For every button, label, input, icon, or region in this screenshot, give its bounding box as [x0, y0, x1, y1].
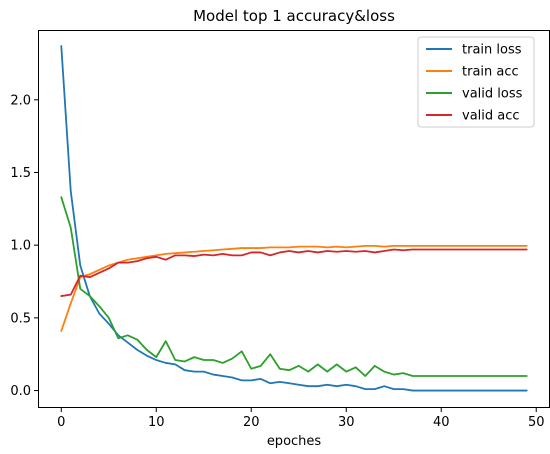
series-line-valid-acc — [60, 248, 528, 297]
x-axis-label: epoches — [267, 434, 322, 449]
legend-label-train-loss: train loss — [462, 43, 522, 58]
x-tick-label: 20 — [243, 415, 260, 430]
legend-label-valid-loss: valid loss — [462, 87, 523, 102]
legend-label-train-acc: train acc — [462, 65, 519, 80]
x-tick-label: 0 — [57, 415, 65, 430]
y-tick-label: 2.0 — [10, 93, 31, 108]
x-tick-label: 30 — [338, 415, 355, 430]
legend-label-valid-acc: valid acc — [462, 109, 520, 124]
legend-box — [417, 36, 535, 128]
legend: train loss train acc valid loss valid acc — [417, 36, 535, 128]
y-tick-label: 0.5 — [10, 311, 31, 326]
series-line-train-acc — [60, 244, 528, 332]
series-line-train-loss — [60, 45, 528, 392]
x-tick-label: 50 — [528, 415, 545, 430]
x-tick-label: 10 — [148, 415, 165, 430]
series-line-valid-loss — [60, 196, 528, 377]
x-tick-label: 40 — [433, 415, 450, 430]
y-tick-label: 0.0 — [10, 384, 31, 399]
plot-area: 0 10 20 30 40 50 0.0 0.5 1.0 1.5 2.0 — [10, 30, 550, 430]
chart-title: Model top 1 accuracy&loss — [193, 7, 395, 25]
y-tick-label: 1.0 — [10, 239, 31, 254]
y-tick-label: 1.5 — [10, 166, 31, 181]
